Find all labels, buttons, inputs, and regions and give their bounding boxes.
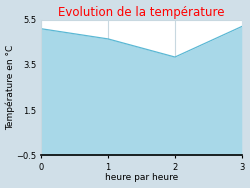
Y-axis label: Température en °C: Température en °C bbox=[6, 45, 15, 130]
Title: Evolution de la température: Evolution de la température bbox=[58, 6, 225, 19]
X-axis label: heure par heure: heure par heure bbox=[105, 174, 178, 182]
